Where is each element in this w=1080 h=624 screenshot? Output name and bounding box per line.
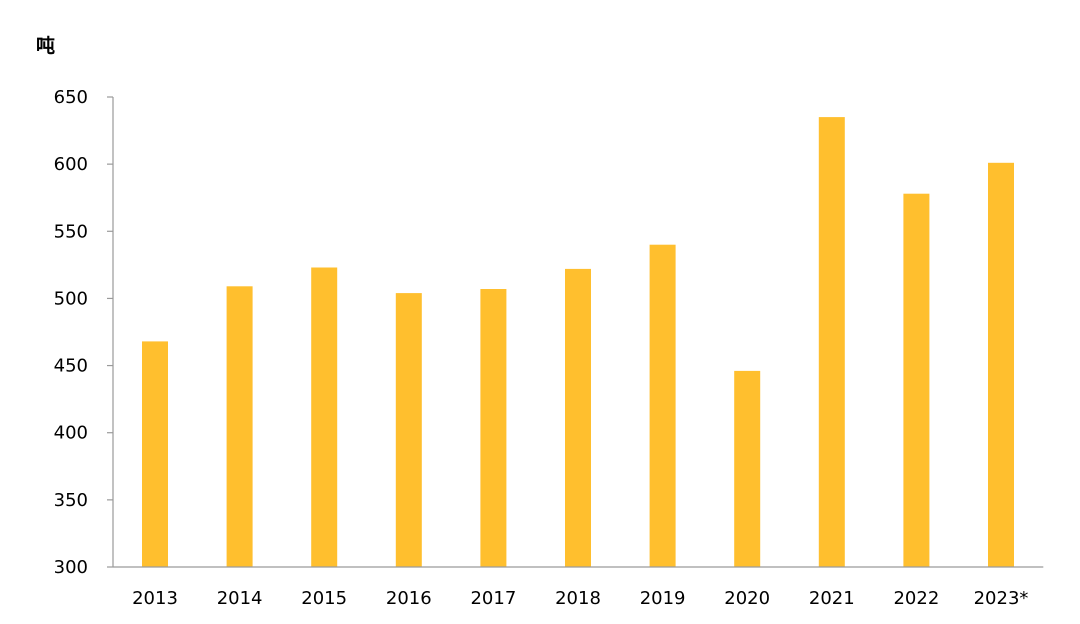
y-tick-label-400: 400 xyxy=(54,423,88,444)
x-tick-label-2023*: 2023* xyxy=(974,588,1029,609)
x-tick-label-2018: 2018 xyxy=(555,588,601,609)
y-tick-label-450: 450 xyxy=(54,356,88,377)
x-tick-label-2013: 2013 xyxy=(132,588,178,609)
y-axis-label: 吨 xyxy=(36,34,55,57)
bar-2022 xyxy=(903,193,930,567)
x-axis: 2013 2014 2015 2016 2017 2018 2019 2020 2021 2022… xyxy=(113,566,1044,609)
y-axis: 300 350 400 450 500 550 600 650 xyxy=(54,87,114,578)
bar-2020 xyxy=(734,370,761,567)
bar-2018 xyxy=(565,268,591,567)
x-tick-label-2022: 2022 xyxy=(893,588,939,609)
x-tick-label-2014: 2014 xyxy=(217,588,263,609)
bar-2017 xyxy=(480,289,507,567)
bar-2014 xyxy=(226,286,253,567)
x-tick-label-2016: 2016 xyxy=(386,588,432,609)
x-tick-label-2019: 2019 xyxy=(640,588,686,609)
y-tick-label-300: 300 xyxy=(54,557,88,578)
bars-group xyxy=(142,117,1014,568)
x-tick-label-2017: 2017 xyxy=(470,588,516,609)
bar-2019 xyxy=(649,244,676,567)
bar-2021 xyxy=(818,117,845,567)
x-tick-label-2020: 2020 xyxy=(724,588,770,609)
y-tick-label-500: 500 xyxy=(54,288,88,309)
x-tick-label-2015: 2015 xyxy=(301,588,347,609)
y-tick-label-650: 650 xyxy=(54,87,88,108)
bar-2013 xyxy=(142,341,168,567)
y-tick-label-600: 600 xyxy=(54,154,88,175)
bar-2015 xyxy=(311,267,338,567)
y-tick-label-350: 350 xyxy=(54,490,88,511)
x-tick-label-2021: 2021 xyxy=(809,588,855,609)
bar-2016 xyxy=(395,293,422,567)
y-tick-label-550: 550 xyxy=(54,221,88,242)
bar-2023* xyxy=(988,162,1014,568)
